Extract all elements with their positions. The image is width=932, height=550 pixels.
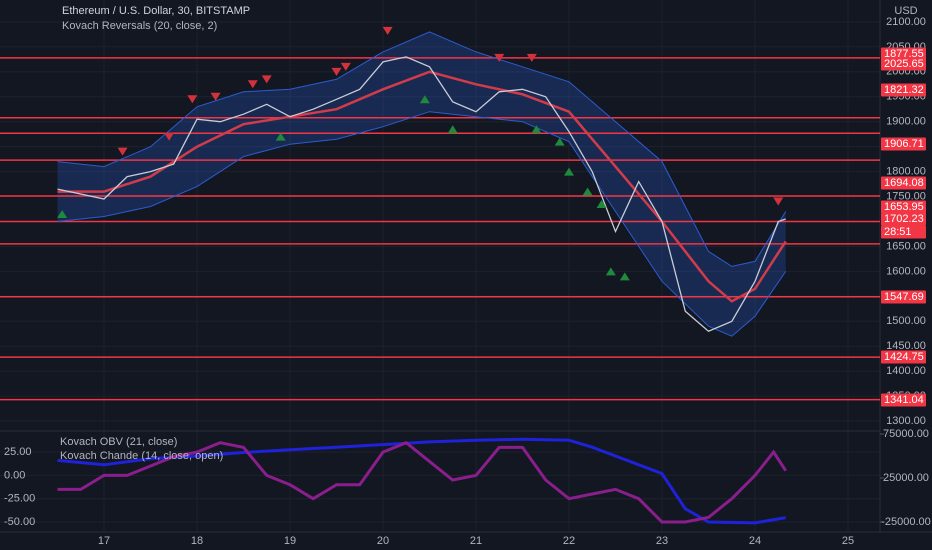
y2-tick-label: 25000.00 [883,472,929,484]
x-tick-label: 23 [656,535,668,547]
reversal-marker [247,80,258,89]
axis-tag-box [881,225,926,239]
reversal-marker [382,26,393,35]
axis-tag: 1547.69 [884,291,924,303]
reversal-marker [210,92,221,101]
axis-tag: 28:51 [884,226,912,238]
reversal-marker [619,272,630,281]
axis-tag: 1877.55 [884,48,924,60]
y-tick-label: -25.00 [4,493,35,505]
reversal-marker [596,200,607,209]
band-lower [57,111,787,337]
y-tick-label: -50.00 [4,516,35,528]
x-tick-label: 18 [191,535,203,547]
axis-tag: 1424.75 [884,351,924,363]
reversal-marker [331,67,342,76]
reversal-marker [275,132,286,141]
axis-tag-box [881,350,926,364]
y-tick-label: 1500.00 [886,315,926,327]
chande-line [57,440,787,524]
y-tick-label: 1450.00 [886,340,926,352]
reversal-marker [187,95,198,104]
x-tick-label: 22 [563,535,575,547]
y2-tick-label: 75000.00 [883,428,929,440]
y-tick-label: 25.00 [4,446,32,458]
y-tick-label: 1600.00 [886,265,926,277]
axis-tag-box [881,83,926,97]
y-tick-label: 0.00 [4,469,25,481]
reversal-marker [340,62,351,71]
axis-tag-box [881,212,926,226]
legend-label: Kovach Chande (14, close, open) [60,450,223,462]
axis-tag: 1653.95 [884,201,924,213]
axis-tag-box [881,393,926,407]
reversal-marker [531,125,542,134]
chart-title: Ethereum / U.S. Dollar, 30, BITSTAMP [62,5,250,17]
y-tick-label: 2100.00 [886,16,926,28]
x-tick-label: 24 [749,535,761,547]
axis-tag-box [881,137,926,151]
reversal-marker [447,125,458,134]
reversal-marker [261,75,272,84]
reversal-marker [605,267,616,276]
moving-average [57,70,787,303]
y-tick-label: 1650.00 [886,240,926,252]
currency: USD [894,5,917,17]
reversal-marker [164,132,175,141]
legend-label: Kovach OBV (21, close) [60,436,177,448]
y-tick-label: 1800.00 [886,166,926,178]
reversal-marker [419,95,430,104]
obv-line [57,437,786,525]
y2-tick-label: -25000.00 [881,516,931,528]
reversal-marker [563,167,574,176]
x-tick-label: 25 [842,535,854,547]
axis-tag-box [881,47,926,61]
x-tick-label: 21 [470,535,482,547]
axis-tag: 1906.71 [884,138,924,150]
axis-tag-box [881,57,926,71]
reversal-marker [526,53,537,62]
y-tick-label: 1900.00 [886,116,926,128]
y-tick-label: 1400.00 [886,365,926,377]
reversal-marker [582,187,593,196]
axis-tag: 1341.04 [884,394,924,406]
axis-tag: 1702.23 [884,213,924,225]
axis-tag-box [881,176,926,190]
reversal-marker [117,147,128,156]
x-tick-label: 20 [377,535,389,547]
x-tick-label: 19 [284,535,296,547]
band-fill [57,31,786,337]
band-upper [57,31,787,267]
axis-tag-box [881,200,926,214]
reversal-marker [494,53,505,62]
y-tick-label: 1300.00 [886,415,926,427]
axis-tag: 2025.65 [884,58,924,70]
price-line [57,56,786,332]
y-tick-label: 1750.00 [886,190,926,202]
reversal-marker [773,197,784,206]
indicator-label: Kovach Reversals (20, close, 2) [62,20,217,32]
reversal-marker [57,210,68,219]
axis-tag: 1821.32 [884,84,924,96]
reversal-marker [554,137,565,146]
x-tick-label: 17 [98,535,110,547]
axis-tag-box [881,290,926,304]
axis-tag: 1694.08 [884,177,924,189]
